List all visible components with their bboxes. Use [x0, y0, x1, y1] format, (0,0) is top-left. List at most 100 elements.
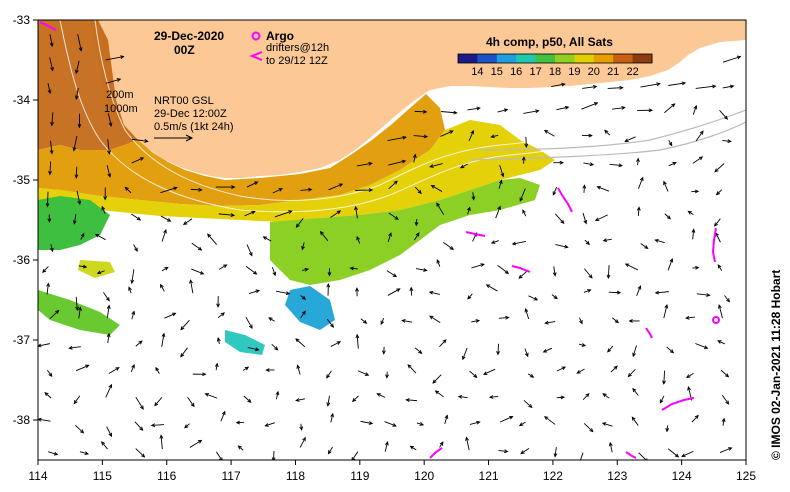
colorbar-swatch — [496, 54, 517, 63]
sst-colorbar: 14 15 16 17 18 19 20 21 22 — [457, 53, 653, 78]
current-vector — [128, 286, 132, 294]
current-vector — [180, 319, 190, 331]
current-vector — [376, 393, 386, 398]
map-time: 00Z — [174, 43, 195, 57]
current-vector — [579, 317, 583, 325]
current-vector — [265, 368, 275, 372]
current-vector — [696, 293, 711, 297]
current-vector — [352, 395, 359, 403]
current-vector — [695, 84, 717, 89]
current-vector — [96, 270, 105, 275]
current-vector — [664, 103, 676, 114]
current-vector — [511, 241, 527, 246]
current-vector — [430, 184, 443, 192]
current-vector — [594, 214, 608, 221]
current-vector — [414, 186, 422, 195]
current-vector — [74, 166, 79, 179]
current-vector — [349, 266, 358, 271]
colorbar-swatch — [535, 54, 556, 63]
current-vector — [662, 370, 666, 385]
model-datetime: 29-Dec 12:00Z — [154, 108, 227, 120]
current-vector — [602, 393, 610, 399]
current-vector — [552, 186, 558, 196]
current-vector — [105, 383, 113, 398]
current-vector — [160, 186, 178, 194]
current-vector — [103, 187, 108, 201]
current-vector — [429, 163, 443, 168]
current-vector — [218, 264, 228, 270]
current-vector — [42, 266, 49, 274]
current-vector — [327, 446, 333, 455]
current-vector — [301, 242, 305, 251]
current-vector — [300, 187, 313, 192]
current-vector — [235, 420, 244, 425]
current-vector — [551, 294, 558, 300]
current-vector — [245, 265, 258, 275]
current-vector — [244, 210, 256, 217]
current-vector — [130, 269, 135, 285]
current-vector — [691, 414, 699, 423]
current-vector — [543, 129, 555, 137]
current-vector — [245, 316, 253, 329]
current-vector — [581, 102, 599, 110]
sst-patch-blue — [285, 286, 335, 330]
current-vector — [582, 184, 587, 193]
current-vector — [106, 426, 112, 438]
current-vector — [469, 420, 481, 425]
current-vector — [436, 259, 441, 267]
current-vector — [636, 206, 641, 217]
colorbar-border — [457, 53, 653, 64]
current-vector — [405, 398, 417, 402]
lon-tick-label: 115 — [93, 469, 112, 483]
current-vector — [74, 87, 79, 101]
drifter-legend-icon — [249, 51, 263, 61]
lat-tick-label: -36 — [13, 253, 31, 267]
current-vector — [722, 139, 732, 144]
current-vector — [108, 367, 120, 374]
current-vector — [692, 104, 698, 115]
current-vector — [351, 451, 359, 460]
current-vector — [47, 83, 52, 95]
current-vector — [161, 266, 169, 272]
current-vector — [439, 441, 444, 448]
lat-tick-label: -38 — [13, 413, 31, 427]
lat-tick-label: -33 — [13, 13, 31, 27]
current-vector — [295, 398, 305, 402]
current-vector — [387, 288, 401, 296]
current-vector — [717, 340, 726, 345]
lon-tick-label: 118 — [286, 469, 305, 483]
current-vector — [606, 265, 611, 280]
colorbar-tick-label: 14 — [471, 66, 483, 78]
current-vector — [299, 436, 306, 448]
current-vector — [384, 421, 397, 427]
current-vector — [640, 243, 649, 249]
current-vector — [106, 165, 112, 178]
current-vector — [75, 364, 90, 372]
current-vector — [637, 108, 654, 113]
current-vector — [271, 451, 276, 460]
current-vector — [607, 345, 614, 353]
current-vector — [582, 392, 590, 401]
current-vector — [632, 387, 639, 396]
current-vector — [388, 180, 398, 190]
current-vector — [330, 341, 342, 347]
lat-tick-label: -35 — [13, 173, 31, 187]
current-vector — [124, 186, 132, 194]
current-vector — [131, 138, 149, 143]
current-vector — [216, 337, 221, 345]
current-vector — [439, 339, 447, 347]
current-vector — [47, 451, 59, 456]
current-vector — [624, 263, 639, 271]
lon-tick-label: 119 — [350, 469, 369, 483]
current-vector — [553, 447, 558, 458]
current-vector — [440, 130, 454, 137]
current-vector — [497, 108, 509, 113]
current-vector — [555, 244, 569, 249]
current-vector — [77, 33, 83, 52]
current-vector — [319, 230, 329, 242]
current-vector — [721, 394, 730, 405]
current-vector — [73, 395, 81, 405]
current-vector — [300, 310, 306, 319]
current-vector — [204, 393, 218, 399]
